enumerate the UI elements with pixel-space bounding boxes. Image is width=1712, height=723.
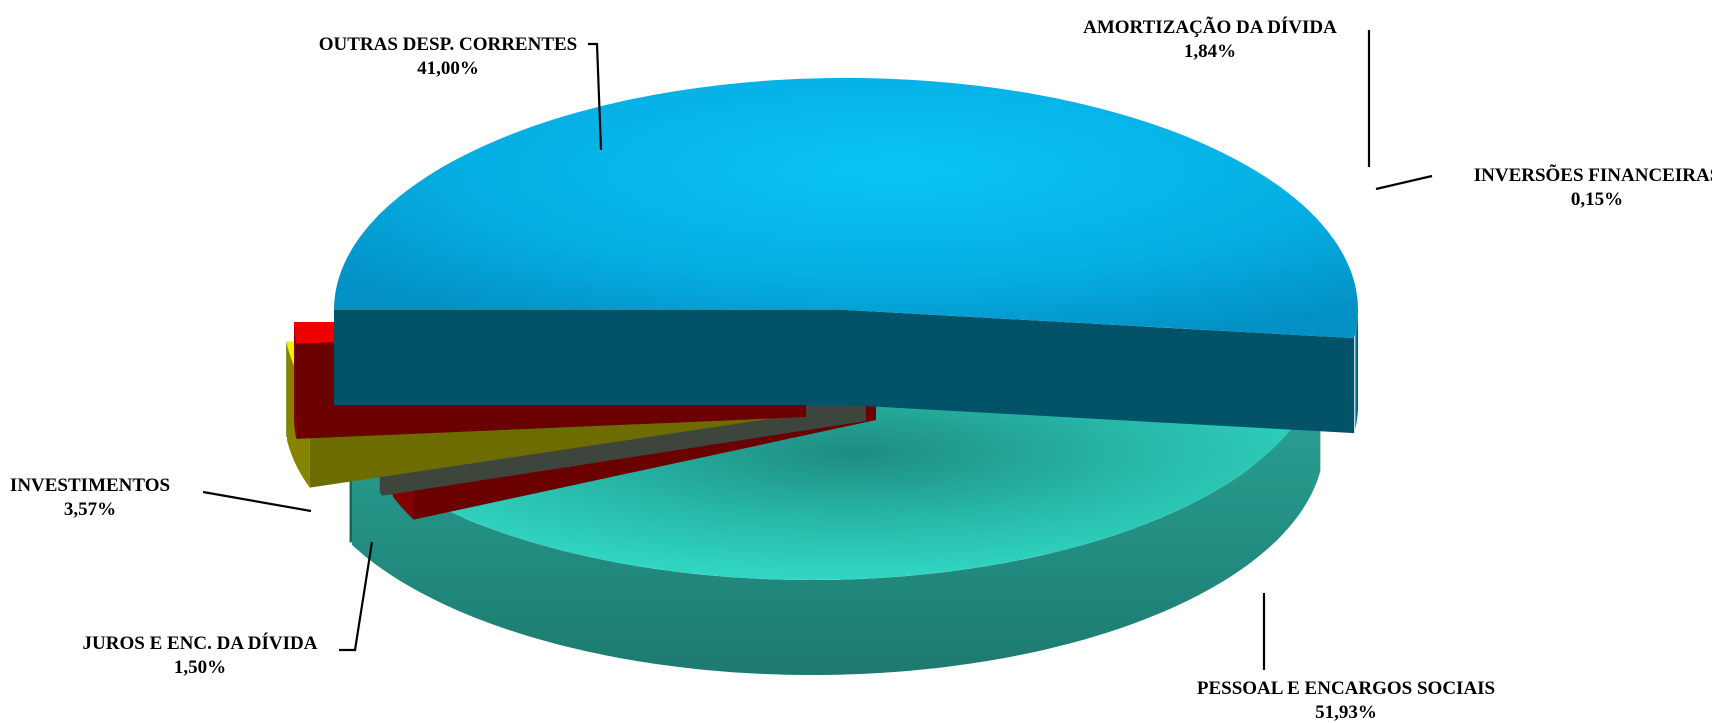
data-label-6: JUROS E ENC. DA DÍVIDA 1,50% <box>83 541 374 678</box>
pie-slice-1 <box>333 77 1358 434</box>
slice-label: JUROS E ENC. DA DÍVIDA <box>83 632 318 654</box>
leader-line <box>202 490 312 513</box>
slice-label: INVESTIMENTOS <box>10 475 170 496</box>
slice-label: OUTRAS DESP. CORRENTES <box>319 34 578 55</box>
pie-slice-wall <box>334 310 846 405</box>
pie-slice-wall <box>846 310 1355 434</box>
slice-value: 0,15% <box>1571 189 1623 210</box>
leader-line <box>588 42 603 151</box>
data-label-3: AMORTIZAÇÃO DA DÍVIDA 1,84% <box>1083 16 1371 167</box>
data-label-5: INVESTIMENTOS 3,57% <box>10 475 312 520</box>
slice-label: INVERSÕES FINANCEIRAS <box>1474 164 1712 186</box>
slice-value: 3,57% <box>64 499 116 520</box>
data-label-1: PESSOAL E ENCARGOS SOCIAIS 51,93% <box>1197 593 1495 723</box>
slice-label: AMORTIZAÇÃO DA DÍVIDA <box>1083 16 1337 38</box>
slice-value: 41,00% <box>417 58 479 79</box>
slice-value: 51,93% <box>1315 702 1377 723</box>
pie-slice-rim <box>294 323 297 439</box>
leader-line <box>1375 174 1433 191</box>
slice-value: 1,50% <box>174 657 226 678</box>
data-label-2: OUTRAS DESP. CORRENTES 41,00% <box>319 34 603 151</box>
leader-line <box>339 541 374 652</box>
pie-slice-rim <box>351 376 1321 675</box>
slice-value: 1,84% <box>1184 41 1236 62</box>
slice-label: PESSOAL E ENCARGOS SOCIAIS <box>1197 678 1495 699</box>
data-label-4: INVERSÕES FINANCEIRAS 0,15% <box>1375 164 1712 210</box>
pie-slice-top <box>333 77 1358 339</box>
pie-slice-rim <box>1355 306 1358 430</box>
